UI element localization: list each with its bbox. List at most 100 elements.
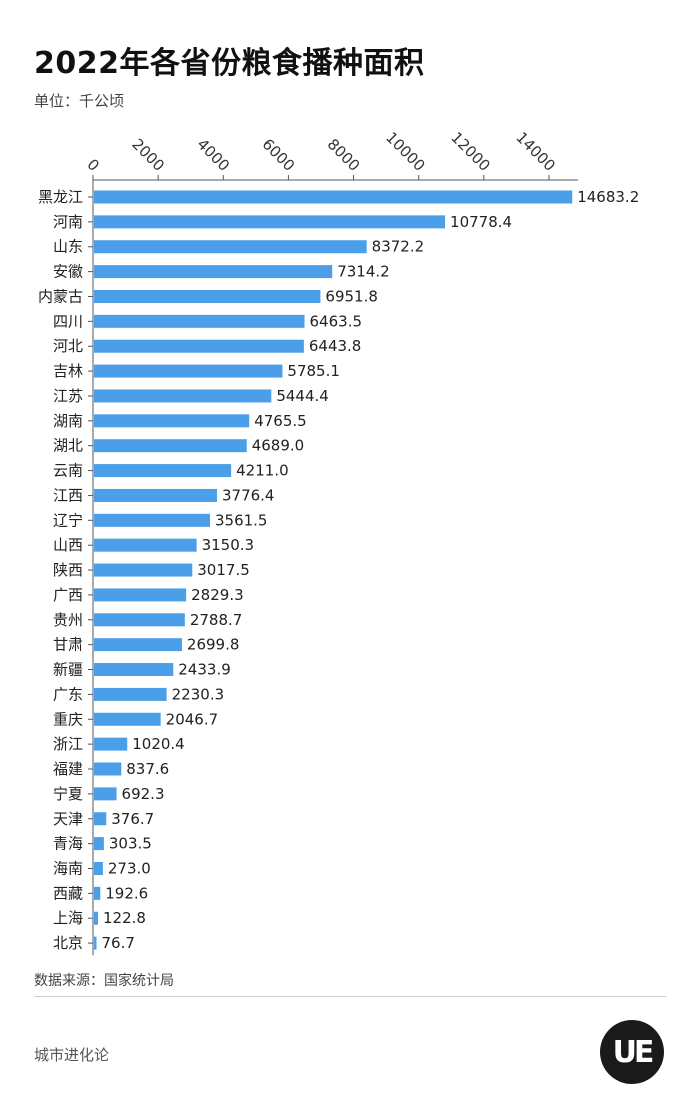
category-label: 河南 bbox=[53, 213, 83, 231]
value-label: 76.7 bbox=[101, 934, 134, 952]
category-label: 云南 bbox=[53, 462, 83, 480]
value-label: 303.5 bbox=[109, 835, 152, 853]
bar bbox=[94, 787, 117, 801]
bar bbox=[94, 314, 305, 328]
category-label: 湖南 bbox=[53, 412, 83, 430]
category-label: 山西 bbox=[53, 536, 83, 554]
value-label: 2699.8 bbox=[187, 636, 240, 654]
category-label: 宁夏 bbox=[53, 785, 83, 803]
bar bbox=[94, 364, 283, 378]
x-tick-label: 6000 bbox=[259, 135, 299, 175]
value-label: 7314.2 bbox=[337, 263, 390, 281]
category-label: 重庆 bbox=[53, 710, 83, 728]
bar bbox=[94, 712, 161, 726]
category-label: 吉林 bbox=[53, 362, 83, 380]
category-label: 甘肃 bbox=[53, 636, 83, 654]
value-label: 1020.4 bbox=[132, 735, 185, 753]
source-label: 数据来源：国家统计局 bbox=[34, 973, 174, 989]
bar bbox=[94, 886, 101, 900]
category-label: 河北 bbox=[53, 337, 83, 355]
brand-logo: UE bbox=[600, 1020, 664, 1084]
value-label: 376.7 bbox=[111, 810, 154, 828]
x-tick-label: 12000 bbox=[447, 128, 493, 174]
value-label: 3776.4 bbox=[222, 486, 275, 504]
bar bbox=[94, 439, 247, 453]
category-label: 陕西 bbox=[53, 561, 83, 579]
value-label: 10778.4 bbox=[450, 213, 512, 231]
chart-title: 2022年各省份粮食播种面积 bbox=[34, 46, 425, 81]
value-label: 2788.7 bbox=[190, 611, 243, 629]
bar bbox=[94, 513, 210, 527]
category-label: 黑龙江 bbox=[38, 188, 83, 206]
value-label: 692.3 bbox=[122, 785, 165, 803]
logo-text: UE bbox=[612, 1034, 655, 1070]
x-tick-label: 8000 bbox=[324, 135, 364, 175]
footer-divider bbox=[34, 996, 666, 997]
bar bbox=[94, 414, 250, 428]
bar bbox=[94, 389, 272, 403]
x-tick-label: 2000 bbox=[128, 135, 168, 175]
value-label: 5785.1 bbox=[287, 362, 340, 380]
bar bbox=[94, 588, 187, 602]
bar bbox=[94, 936, 97, 950]
value-label: 8372.2 bbox=[372, 238, 425, 256]
bar bbox=[94, 464, 232, 478]
bar bbox=[94, 762, 122, 776]
category-label: 广西 bbox=[53, 586, 83, 604]
bar bbox=[94, 861, 103, 875]
category-label: 福建 bbox=[53, 760, 83, 778]
value-label: 4765.5 bbox=[254, 412, 307, 430]
category-label: 江苏 bbox=[53, 387, 83, 405]
bar bbox=[94, 638, 182, 652]
value-label: 273.0 bbox=[108, 859, 151, 877]
unit-label: 单位：千公顷 bbox=[34, 92, 125, 110]
bar bbox=[94, 190, 573, 204]
category-label: 西藏 bbox=[53, 884, 83, 902]
category-label: 浙江 bbox=[53, 735, 83, 753]
value-label: 3017.5 bbox=[197, 561, 250, 579]
value-label: 192.6 bbox=[105, 884, 148, 902]
value-label: 3561.5 bbox=[215, 511, 267, 529]
value-label: 2433.9 bbox=[178, 661, 231, 679]
bar bbox=[94, 289, 321, 303]
x-tick-label: 14000 bbox=[512, 128, 558, 174]
value-label: 6463.5 bbox=[310, 312, 363, 330]
category-label: 四川 bbox=[53, 312, 83, 330]
bar bbox=[94, 563, 193, 577]
category-label: 山东 bbox=[53, 238, 83, 256]
x-tick-label: 10000 bbox=[382, 128, 428, 174]
value-label: 2230.3 bbox=[172, 685, 225, 703]
bar bbox=[94, 215, 446, 229]
category-label: 北京 bbox=[53, 934, 83, 952]
bar bbox=[94, 613, 185, 627]
category-label: 内蒙古 bbox=[38, 287, 83, 305]
x-tick-label: 4000 bbox=[193, 135, 233, 175]
category-label: 海南 bbox=[53, 859, 83, 877]
bar bbox=[94, 911, 98, 925]
category-label: 辽宁 bbox=[53, 511, 83, 529]
bar bbox=[94, 240, 367, 254]
bar-chart: 0 2000 4000 6000 8000 10000 12000 14000 黑龙江 14683… bbox=[38, 128, 639, 956]
category-label: 新疆 bbox=[53, 661, 83, 679]
bar bbox=[94, 265, 333, 279]
bar bbox=[94, 737, 128, 751]
category-label: 青海 bbox=[53, 835, 83, 853]
category-label: 天津 bbox=[53, 810, 83, 828]
brand-name: 城市进化论 bbox=[34, 1046, 110, 1064]
value-label: 5444.4 bbox=[276, 387, 329, 405]
bar bbox=[94, 538, 197, 552]
bar bbox=[94, 837, 104, 851]
value-label: 6951.8 bbox=[325, 287, 378, 305]
category-label: 贵州 bbox=[53, 611, 83, 629]
value-label: 122.8 bbox=[103, 909, 146, 927]
bar bbox=[94, 663, 174, 677]
bar bbox=[94, 812, 107, 826]
category-label: 广东 bbox=[53, 685, 83, 703]
x-tick-label: 0 bbox=[83, 155, 102, 174]
value-label: 6443.8 bbox=[309, 337, 362, 355]
category-label: 湖北 bbox=[53, 437, 83, 455]
bar bbox=[94, 687, 167, 701]
value-label: 837.6 bbox=[126, 760, 169, 778]
value-label: 4211.0 bbox=[236, 462, 289, 480]
value-label: 14683.2 bbox=[577, 188, 639, 206]
